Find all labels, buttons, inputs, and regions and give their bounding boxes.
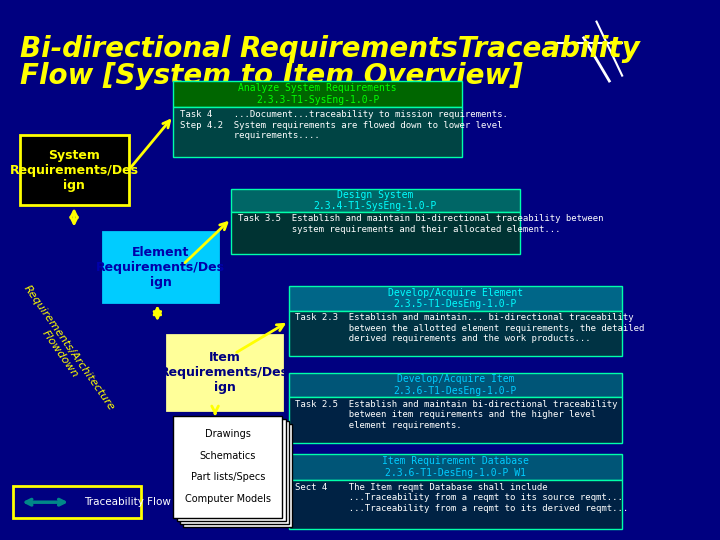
Text: Task 2.5  Establish and maintain bi-directional traceability
          between i: Task 2.5 Establish and maintain bi-direc… [295, 400, 618, 430]
Text: Task 4    ...Document...traceability to mission requirements.
Step 4.2  System r: Task 4 ...Document...traceability to mis… [180, 110, 508, 140]
Text: System
Requirements/Des
ign: System Requirements/Des ign [9, 148, 138, 192]
Text: Analyze System Requirements
2.3.3-T1-SysEng-1.0-P: Analyze System Requirements 2.3.3-T1-Sys… [238, 84, 397, 105]
Text: Item
Requirements/Des
ign: Item Requirements/Des ign [160, 351, 289, 394]
Text: Part lists/Specs: Part lists/Specs [191, 472, 265, 483]
Text: Item Requirement Database
2.3.6-T1-DesEng-1.0-P W1: Item Requirement Database 2.3.6-T1-DesEn… [382, 456, 529, 477]
Text: Computer Models: Computer Models [185, 494, 271, 504]
Text: Task 3.5  Establish and maintain bi-directional traceability between
          s: Task 3.5 Establish and maintain bi-direc… [238, 214, 603, 234]
FancyBboxPatch shape [19, 135, 129, 205]
Text: Flow [System to Item Overview]: Flow [System to Item Overview] [19, 62, 522, 90]
FancyBboxPatch shape [289, 286, 622, 310]
FancyBboxPatch shape [174, 107, 462, 157]
Text: Schematics: Schematics [199, 451, 256, 461]
FancyBboxPatch shape [289, 310, 622, 356]
FancyBboxPatch shape [289, 480, 622, 529]
Text: Requirements/Architecture
Flowdown: Requirements/Architecture Flowdown [12, 283, 117, 419]
FancyBboxPatch shape [289, 373, 622, 397]
Text: Task 2.3  Establish and maintain... bi-directional traceability
          betwee: Task 2.3 Establish and maintain... bi-di… [295, 313, 644, 343]
FancyBboxPatch shape [183, 424, 292, 526]
Text: Drawings: Drawings [205, 429, 251, 440]
FancyBboxPatch shape [289, 454, 622, 480]
Text: Sect 4    The Item reqmt Database shall include
          ...Traceability from a: Sect 4 The Item reqmt Database shall inc… [295, 483, 629, 512]
FancyBboxPatch shape [176, 418, 286, 521]
Text: Develop/Acquire Element
2.3.5-T1-DesEng-1.0-P: Develop/Acquire Element 2.3.5-T1-DesEng-… [388, 288, 523, 309]
FancyBboxPatch shape [231, 189, 520, 212]
FancyBboxPatch shape [103, 232, 218, 302]
FancyBboxPatch shape [231, 212, 520, 254]
Text: Element
Requirements/Des
ign: Element Requirements/Des ign [96, 246, 225, 289]
Text: Bi-directional RequirementsTraceability: Bi-directional RequirementsTraceability [19, 35, 639, 63]
Text: Traceability Flow: Traceability Flow [84, 497, 171, 507]
Text: Design System
2.3.4-T1-SysEng-1.0-P: Design System 2.3.4-T1-SysEng-1.0-P [314, 190, 437, 211]
FancyBboxPatch shape [180, 421, 289, 524]
FancyBboxPatch shape [174, 81, 462, 107]
Text: Develop/Acquire Item
2.3.6-T1-DesEng-1.0-P: Develop/Acquire Item 2.3.6-T1-DesEng-1.0… [394, 374, 517, 396]
FancyBboxPatch shape [13, 486, 141, 518]
FancyBboxPatch shape [174, 416, 282, 518]
FancyBboxPatch shape [289, 397, 622, 443]
FancyBboxPatch shape [167, 335, 282, 410]
